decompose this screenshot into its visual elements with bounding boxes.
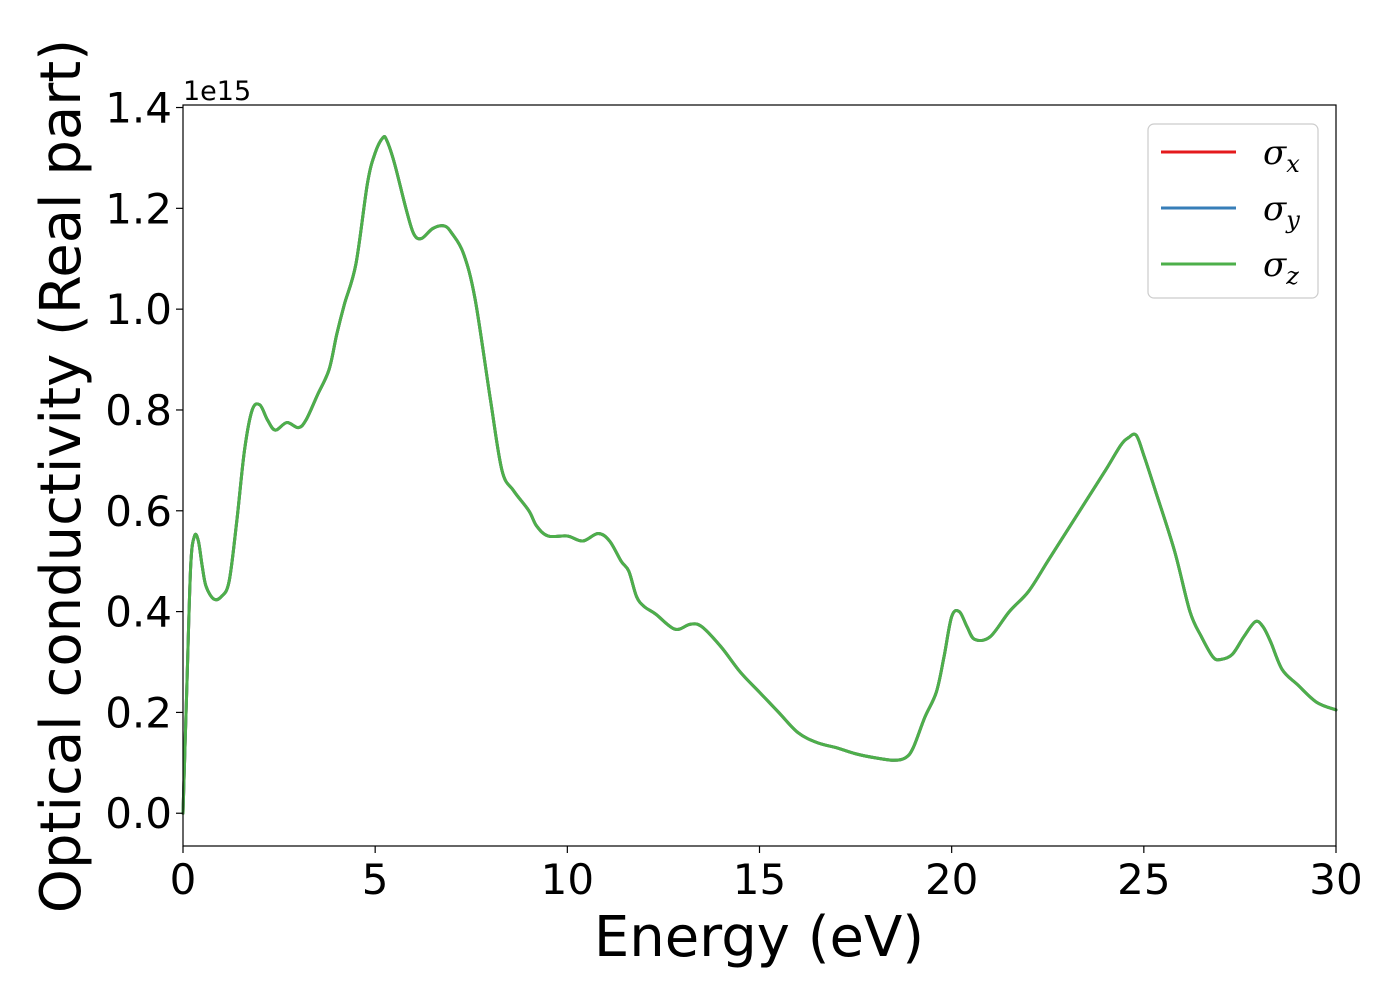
x-tick-label: 20 (925, 855, 978, 904)
series-layer (181, 135, 1338, 815)
legend-box (1147, 123, 1319, 299)
y-tick-label: 0.0 (105, 789, 172, 838)
y-axis-title: Optical conductivity (Real part) (29, 39, 94, 913)
x-axis-ticks: 0 5 10 15 20 25 30 (170, 846, 1363, 904)
y-tick-label: 0.2 (105, 688, 172, 737)
legend-label-x: σx (1263, 133, 1300, 178)
y-offset-label: 1e15 (183, 76, 251, 107)
y-axis-ticks: 0.0 0.2 0.4 0.6 0.8 1.0 1.2 1.4 (105, 84, 183, 838)
legend-label-y: σy (1263, 189, 1300, 234)
y-tick-label: 0.8 (105, 386, 172, 435)
x-tick-label: 30 (1309, 855, 1362, 904)
x-tick-label: 25 (1117, 855, 1170, 904)
y-tick-label: 0.4 (105, 588, 172, 637)
series-line-z (181, 135, 1338, 815)
x-tick-label: 0 (170, 855, 197, 904)
y-tick-label: 1.0 (105, 285, 172, 334)
x-axis-title: Energy (eV) (594, 905, 924, 970)
x-tick-label: 15 (733, 855, 786, 904)
x-tick-label: 5 (362, 855, 389, 904)
legend: σx σy σz (1147, 123, 1319, 299)
y-tick-label: 0.6 (105, 487, 172, 536)
y-tick-label: 1.2 (105, 184, 172, 233)
y-tick-label: 1.4 (105, 84, 172, 133)
x-tick-label: 10 (541, 855, 594, 904)
legend-label-z: σz (1263, 245, 1299, 290)
